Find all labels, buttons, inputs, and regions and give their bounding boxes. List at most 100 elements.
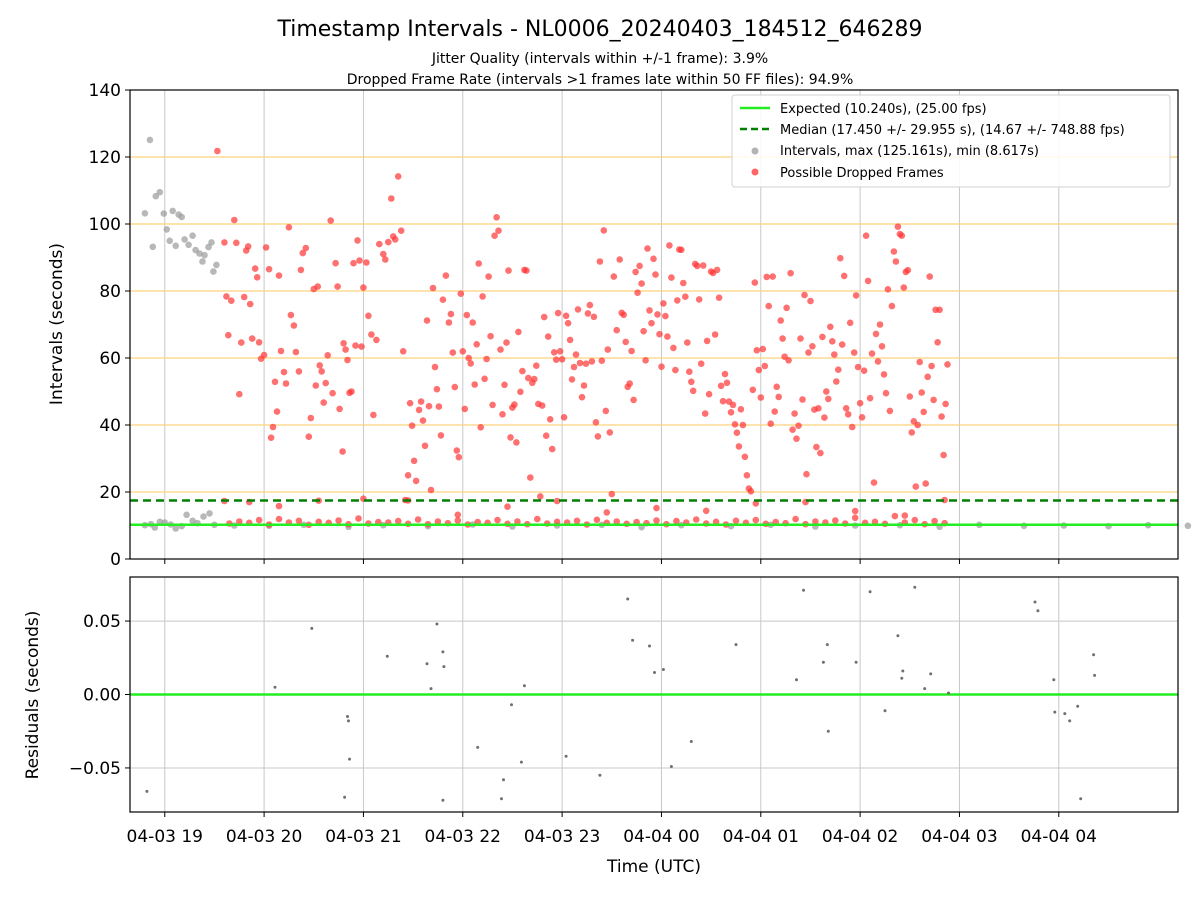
dropped-frame-point xyxy=(394,517,402,525)
dropped-frame-point xyxy=(767,420,774,428)
residual-point xyxy=(923,687,927,691)
dropped-frame-point xyxy=(652,271,659,278)
dropped-frame-point xyxy=(792,515,799,523)
dropped-frame-point xyxy=(888,302,896,310)
interval-point xyxy=(200,513,207,520)
dropped-frame-point xyxy=(574,306,582,313)
dropped-frame-point xyxy=(930,396,937,404)
x-tick-label: 04-04 01 xyxy=(723,827,799,847)
interval-point xyxy=(141,210,149,217)
dropped-frame-point xyxy=(630,396,637,404)
dropped-frame-point xyxy=(457,290,465,298)
dropped-frame-point xyxy=(523,267,530,274)
residual-point xyxy=(1053,710,1057,714)
interval-points xyxy=(141,136,1192,532)
residual-point xyxy=(564,754,568,758)
dropped-frame-point xyxy=(789,426,796,434)
dropped-frame-point xyxy=(339,448,346,455)
residual-point xyxy=(1068,719,1072,723)
dropped-frame-point xyxy=(697,360,705,368)
dropped-frame-point xyxy=(463,311,471,319)
dropped-frame-point xyxy=(453,447,461,454)
dropped-frame-point xyxy=(711,331,719,338)
dropped-frame-point xyxy=(757,394,765,401)
dropped-frame-point xyxy=(302,244,310,252)
dropped-frame-point xyxy=(336,405,343,413)
interval-point xyxy=(189,517,196,525)
dropped-frame-point xyxy=(485,273,492,280)
legend-dropped-swatch xyxy=(751,168,759,176)
residual-point xyxy=(854,660,858,664)
dropped-frame-point xyxy=(260,351,268,359)
dropped-frame-point xyxy=(876,321,884,328)
dropped-frame-point xyxy=(295,368,303,375)
dropped-frame-point xyxy=(610,273,618,280)
dropped-frame-point xyxy=(735,443,743,450)
residual-point xyxy=(825,643,829,647)
interval-point xyxy=(185,241,192,249)
dropped-frame-point xyxy=(271,378,279,386)
x-axis-label: Time (UTC) xyxy=(606,857,701,877)
dropped-frame-point xyxy=(340,340,347,347)
dropped-frame-point xyxy=(801,291,808,299)
dropped-frame-point xyxy=(312,382,320,389)
interval-point xyxy=(213,261,220,269)
intervals-y-tick-label: 120 xyxy=(89,148,121,168)
dropped-frame-point xyxy=(938,413,945,420)
dropped-frame-point xyxy=(769,273,776,280)
interval-threshold-lines xyxy=(130,156,1178,493)
dropped-frame-point xyxy=(590,313,598,321)
dropped-frame-point xyxy=(385,238,392,246)
dropped-frame-point xyxy=(940,451,947,459)
dropped-frame-point xyxy=(360,284,367,291)
x-tick-label: 04-03 21 xyxy=(325,827,401,847)
chart-subtitle-dropped: Dropped Frame Rate (intervals >1 frames … xyxy=(347,72,854,88)
dropped-frame-point xyxy=(225,331,232,339)
dropped-frame-point xyxy=(944,361,951,368)
dropped-frame-point xyxy=(556,348,564,355)
dropped-frame-point xyxy=(827,323,834,331)
dropped-frame-point xyxy=(410,457,418,465)
dropped-frame-point xyxy=(214,147,221,155)
dropped-frame-point xyxy=(831,351,838,358)
dropped-frame-point xyxy=(447,310,455,318)
dropped-frame-point xyxy=(580,382,588,389)
dropped-frame-point xyxy=(936,306,943,314)
dropped-frame-point xyxy=(695,296,703,303)
dropped-frame-point xyxy=(273,408,281,415)
dropped-frame-point xyxy=(791,410,798,417)
dropped-frame-point xyxy=(664,333,671,340)
dropped-frame-point xyxy=(727,409,735,416)
dropped-frame-point xyxy=(703,337,711,345)
dropped-frame-point xyxy=(846,319,854,327)
dropped-frame-point xyxy=(221,239,228,246)
dropped-frame-point xyxy=(753,347,761,354)
interval-point xyxy=(166,237,173,245)
dropped-frame-point xyxy=(404,472,412,479)
residual-point xyxy=(510,703,513,707)
dropped-frame-point xyxy=(487,332,494,340)
dropped-frame-point xyxy=(813,443,820,451)
dropped-frame-point xyxy=(570,363,578,371)
dropped-frame-point xyxy=(926,273,933,280)
dropped-frame-point xyxy=(880,371,888,378)
dropped-frame-point xyxy=(471,381,479,388)
dropped-frame-point xyxy=(900,284,908,291)
residual-point xyxy=(947,691,950,695)
x-tick-label: 04-03 19 xyxy=(127,827,203,847)
dropped-frame-point xyxy=(275,502,283,510)
dropped-frame-point xyxy=(884,286,892,293)
chart-title: Timestamp Intervals - NL0006_20240403_18… xyxy=(276,17,922,42)
interval-point xyxy=(172,525,179,532)
legend-dropped-label: Possible Dropped Frames xyxy=(780,166,944,181)
residual-point xyxy=(1052,678,1056,682)
dropped-frame-point xyxy=(305,433,313,441)
interval-point xyxy=(172,242,179,250)
dropped-frame-point xyxy=(795,422,802,430)
dropped-frame-point xyxy=(837,254,844,262)
dropped-frame-point xyxy=(433,385,441,393)
dropped-frame-point xyxy=(406,399,414,407)
dropped-frame-point xyxy=(233,239,240,247)
dropped-frame-point xyxy=(473,341,481,348)
dropped-frame-point xyxy=(914,421,921,429)
